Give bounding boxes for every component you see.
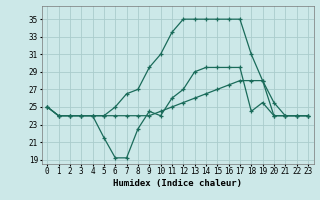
X-axis label: Humidex (Indice chaleur): Humidex (Indice chaleur): [113, 179, 242, 188]
